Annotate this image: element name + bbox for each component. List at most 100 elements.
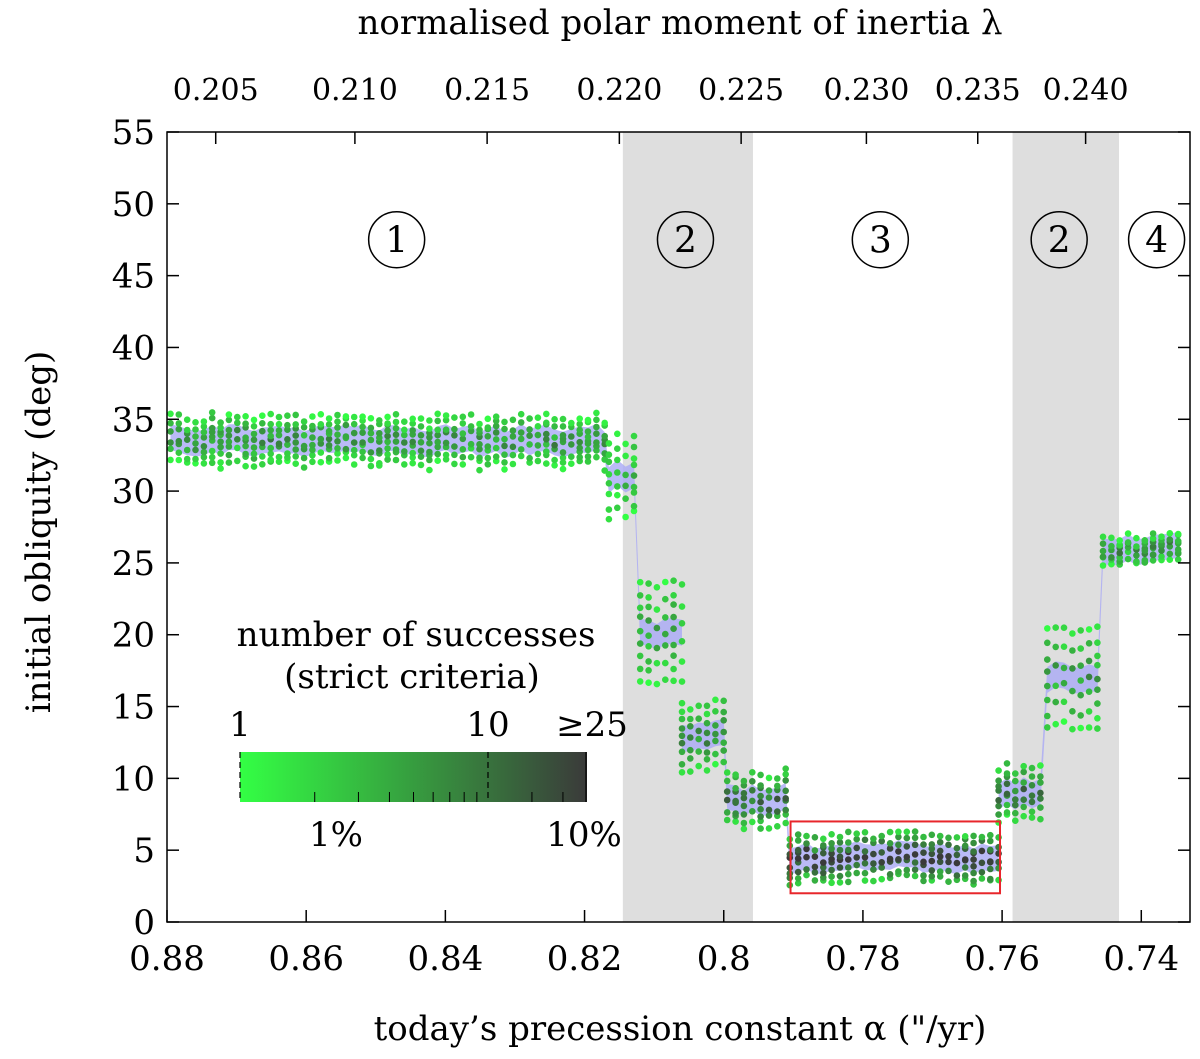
success-point <box>325 427 333 435</box>
success-point <box>886 855 894 863</box>
success-point <box>1028 792 1036 799</box>
success-point <box>1003 780 1011 788</box>
success-point <box>1012 796 1019 803</box>
success-point <box>1094 675 1101 683</box>
success-point <box>953 851 961 859</box>
success-point <box>1060 698 1068 706</box>
success-point <box>367 429 375 437</box>
success-point <box>703 756 711 763</box>
success-point <box>828 855 835 863</box>
success-point <box>732 771 739 778</box>
success-point <box>945 853 952 860</box>
success-point <box>200 453 208 461</box>
success-point <box>928 867 936 874</box>
success-point <box>284 436 291 443</box>
success-point <box>782 765 789 772</box>
success-point <box>467 453 475 461</box>
x-tick-label: 0.8 <box>697 939 751 979</box>
success-point <box>509 416 517 424</box>
success-point <box>551 456 558 464</box>
success-point <box>284 450 291 457</box>
success-point <box>317 411 325 418</box>
success-point <box>459 446 467 453</box>
success-point <box>192 455 199 463</box>
success-point <box>782 806 789 814</box>
success-point <box>492 422 500 430</box>
success-point <box>200 423 208 430</box>
success-point <box>501 451 508 459</box>
success-point <box>543 410 550 418</box>
success-point <box>417 447 425 455</box>
success-point <box>217 424 224 432</box>
success-point <box>1037 762 1044 769</box>
success-point <box>192 440 199 447</box>
top-tick-label: 0.230 <box>823 73 909 108</box>
y-tick-label: 50 <box>112 185 155 225</box>
success-point <box>605 490 613 498</box>
success-point <box>1133 558 1140 565</box>
success-point <box>484 415 492 423</box>
success-point <box>200 460 208 467</box>
success-point <box>200 434 208 441</box>
success-point <box>936 853 944 860</box>
success-point <box>794 846 802 854</box>
success-point <box>630 489 638 496</box>
success-point <box>392 456 400 464</box>
success-point <box>703 702 711 710</box>
success-point <box>695 702 702 710</box>
y-tick-label: 45 <box>112 257 155 297</box>
success-point <box>970 839 977 847</box>
success-point <box>384 432 391 440</box>
success-point <box>678 678 686 685</box>
success-point <box>662 676 669 683</box>
success-point <box>534 423 542 430</box>
success-point <box>217 459 224 466</box>
success-point <box>1094 686 1101 693</box>
success-point <box>878 837 885 845</box>
shaded-regions <box>622 132 1120 922</box>
success-point <box>645 679 652 686</box>
success-point <box>259 420 266 427</box>
success-point <box>936 832 944 840</box>
success-point <box>250 423 258 430</box>
success-point <box>987 875 994 883</box>
colorbar-bottom-label: 10% <box>546 815 622 855</box>
success-point <box>749 787 756 794</box>
success-point <box>970 877 977 885</box>
success-point <box>853 861 860 869</box>
success-point <box>845 878 852 886</box>
success-point <box>1077 645 1084 652</box>
success-point <box>1116 537 1123 544</box>
success-point <box>732 785 739 792</box>
success-point <box>234 436 241 443</box>
highlight-box <box>789 820 1002 895</box>
success-point <box>551 416 558 423</box>
region-circle <box>656 210 715 269</box>
success-point <box>720 758 727 766</box>
success-point <box>250 455 258 462</box>
success-point <box>309 413 316 420</box>
success-point <box>259 453 266 460</box>
success-point <box>459 413 467 421</box>
success-point <box>903 843 911 850</box>
success-point <box>309 458 316 466</box>
success-point <box>845 828 852 836</box>
success-point <box>234 457 241 465</box>
success-point <box>978 859 986 867</box>
success-point <box>853 830 860 837</box>
success-point <box>167 439 174 446</box>
success-point <box>1116 549 1123 557</box>
success-point <box>517 446 525 453</box>
success-point <box>645 658 652 665</box>
success-point <box>225 426 233 434</box>
success-point <box>687 734 694 741</box>
success-point <box>242 413 249 420</box>
success-point <box>183 446 191 454</box>
success-point <box>1149 535 1157 542</box>
success-point <box>828 873 835 880</box>
success-point <box>828 831 835 838</box>
success-point <box>292 421 300 428</box>
success-point <box>568 433 575 440</box>
success-point <box>284 441 291 449</box>
success-point <box>687 706 694 713</box>
